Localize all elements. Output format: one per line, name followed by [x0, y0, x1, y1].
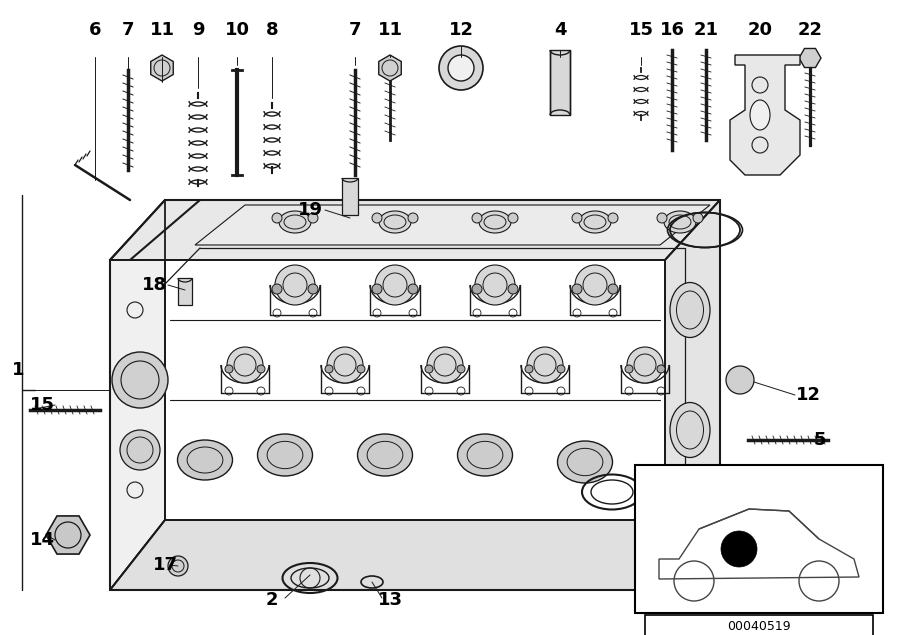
Text: 6: 6 [89, 21, 101, 39]
Circle shape [625, 365, 633, 373]
Text: 21: 21 [694, 21, 718, 39]
Circle shape [508, 213, 518, 223]
Text: 13: 13 [377, 591, 402, 609]
Ellipse shape [357, 434, 412, 476]
Circle shape [372, 213, 382, 223]
Text: 7: 7 [349, 21, 361, 39]
Text: 14: 14 [30, 531, 55, 549]
Ellipse shape [279, 211, 311, 233]
Text: 17: 17 [152, 556, 177, 574]
Circle shape [425, 365, 433, 373]
Circle shape [375, 265, 415, 305]
Ellipse shape [670, 403, 710, 457]
Circle shape [726, 366, 754, 394]
Ellipse shape [664, 211, 696, 233]
Text: 22: 22 [797, 21, 823, 39]
Ellipse shape [750, 100, 770, 130]
Text: 9: 9 [192, 21, 204, 39]
Polygon shape [195, 205, 710, 245]
Ellipse shape [557, 441, 613, 483]
Text: 5: 5 [814, 431, 826, 449]
Circle shape [227, 347, 263, 383]
Circle shape [657, 213, 667, 223]
Text: 20: 20 [748, 21, 772, 39]
Circle shape [575, 265, 615, 305]
Text: 12: 12 [448, 21, 473, 39]
Ellipse shape [479, 211, 511, 233]
Circle shape [657, 365, 665, 373]
Text: 4: 4 [554, 21, 566, 39]
Text: 16: 16 [660, 21, 685, 39]
Ellipse shape [670, 283, 710, 337]
Circle shape [325, 365, 333, 373]
Circle shape [472, 213, 482, 223]
Text: 11: 11 [149, 21, 175, 39]
Circle shape [327, 347, 363, 383]
Circle shape [225, 365, 233, 373]
Text: 18: 18 [142, 276, 167, 294]
Circle shape [308, 213, 318, 223]
Polygon shape [110, 200, 720, 260]
Circle shape [572, 213, 582, 223]
Circle shape [608, 284, 618, 294]
Circle shape [527, 347, 563, 383]
Text: 1: 1 [12, 361, 24, 379]
Text: 12: 12 [796, 386, 821, 404]
Polygon shape [342, 178, 358, 215]
Text: 11: 11 [377, 21, 402, 39]
Circle shape [112, 352, 168, 408]
Circle shape [693, 213, 703, 223]
Polygon shape [550, 50, 570, 115]
Bar [645, 615, 873, 635]
Ellipse shape [579, 211, 611, 233]
Circle shape [608, 213, 618, 223]
Ellipse shape [379, 211, 411, 233]
Circle shape [721, 531, 757, 567]
Polygon shape [110, 200, 165, 590]
Circle shape [257, 365, 265, 373]
Polygon shape [178, 278, 192, 305]
Circle shape [408, 213, 418, 223]
Circle shape [272, 213, 282, 223]
Circle shape [508, 284, 518, 294]
Text: 00040519: 00040519 [727, 620, 791, 632]
Polygon shape [665, 200, 720, 590]
Circle shape [448, 55, 474, 81]
Bar [635, 465, 883, 613]
Circle shape [408, 284, 418, 294]
Circle shape [457, 365, 465, 373]
Circle shape [120, 430, 160, 470]
Circle shape [275, 265, 315, 305]
Text: 3: 3 [666, 491, 679, 509]
Text: 2: 2 [266, 591, 278, 609]
Circle shape [427, 347, 463, 383]
Circle shape [572, 284, 582, 294]
Circle shape [308, 284, 318, 294]
Ellipse shape [257, 434, 312, 476]
Circle shape [525, 365, 533, 373]
Circle shape [357, 365, 365, 373]
Polygon shape [730, 55, 800, 175]
Ellipse shape [457, 434, 512, 476]
Circle shape [168, 556, 188, 576]
Polygon shape [110, 520, 720, 590]
Circle shape [627, 347, 663, 383]
Text: 19: 19 [298, 201, 322, 219]
Text: 15: 15 [30, 396, 55, 414]
Circle shape [439, 46, 483, 90]
Circle shape [372, 284, 382, 294]
Text: 15: 15 [628, 21, 653, 39]
Ellipse shape [177, 440, 232, 480]
Circle shape [472, 284, 482, 294]
Circle shape [557, 365, 565, 373]
Text: 10: 10 [224, 21, 249, 39]
Text: 8: 8 [266, 21, 278, 39]
Circle shape [475, 265, 515, 305]
Circle shape [272, 284, 282, 294]
Text: 7: 7 [122, 21, 134, 39]
